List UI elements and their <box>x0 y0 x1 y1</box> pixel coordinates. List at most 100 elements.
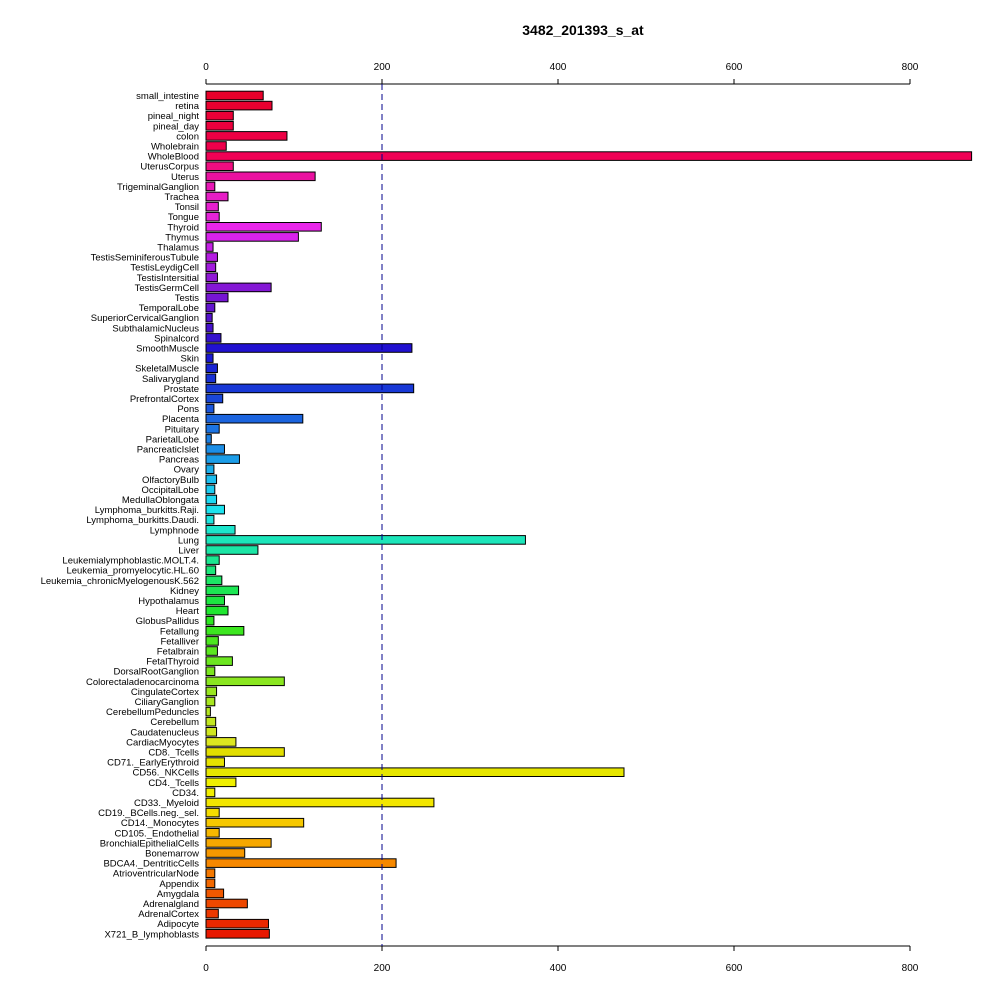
category-label: colon <box>176 131 199 142</box>
category-label: CD105._Endothelial <box>114 828 199 839</box>
bottom-axis: 0 200 400 600 800 <box>203 945 919 974</box>
category-label: X721_B_lymphoblasts <box>104 929 199 940</box>
category-label: Pancreas <box>159 455 199 466</box>
bar <box>205 434 212 444</box>
category-label: Thymus <box>165 232 199 243</box>
bar <box>205 777 237 788</box>
bar <box>205 302 216 313</box>
bar <box>205 100 273 111</box>
bar <box>205 787 216 798</box>
bars <box>205 90 973 939</box>
chart-title: 3482_201393_s_at <box>522 22 644 38</box>
bar <box>205 676 285 687</box>
category-label: Lymphoma_burkitts.Daudi. <box>86 515 199 526</box>
bar <box>205 545 259 555</box>
category-label: Ovary <box>174 465 200 476</box>
category-label: GlobusPallidus <box>136 616 200 627</box>
category-label: pineal_day <box>153 121 199 132</box>
category-label: CD56._NKCells <box>132 768 199 779</box>
bar <box>205 121 234 131</box>
category-label: TrigeminalGanglion <box>117 182 199 193</box>
bar <box>205 747 285 757</box>
category-label: CingulateCortex <box>131 687 199 698</box>
bar <box>205 636 219 646</box>
bar <box>205 343 413 353</box>
category-label: UterusCorpus <box>140 162 199 173</box>
category-label: Thalamus <box>157 243 199 254</box>
bar <box>205 141 227 151</box>
bar <box>205 333 222 343</box>
category-label: Fetalliver <box>160 636 199 647</box>
bar <box>205 848 246 858</box>
category-label: WholeBlood <box>148 152 199 163</box>
bar <box>205 514 215 525</box>
category-label: SubthalamicNucleus <box>112 323 199 334</box>
bar <box>205 757 225 767</box>
bar <box>205 403 215 414</box>
category-label: OccipitalLobe <box>141 485 199 496</box>
category-label: CD34. <box>172 788 199 799</box>
category-label: Thyroid <box>167 222 199 233</box>
category-label: CerebellumPeduncles <box>106 707 199 718</box>
category-label: Spinalcord <box>154 333 199 344</box>
bar <box>205 424 220 434</box>
bar <box>205 464 215 474</box>
category-label: Salivarygland <box>142 374 199 385</box>
category-label: Adipocyte <box>157 919 199 930</box>
bar <box>205 484 216 495</box>
category-label: CD4._Tcells <box>148 778 199 789</box>
category-labels: small_intestineretinapineal_nightpineal_… <box>41 91 200 940</box>
category-label: TestisGermCell <box>135 283 199 294</box>
bar <box>205 565 217 576</box>
bar <box>205 838 272 848</box>
bar <box>205 868 216 879</box>
bar <box>205 110 234 121</box>
bar <box>205 706 211 717</box>
bottom-tick-label: 800 <box>902 963 919 974</box>
category-label: SkeletalMuscle <box>135 364 199 375</box>
category-label: retina <box>175 101 199 112</box>
bar <box>205 504 225 515</box>
top-tick-label: 200 <box>374 62 391 73</box>
bar <box>205 898 248 909</box>
bottom-tick-label: 0 <box>203 963 209 974</box>
category-label: Tonsil <box>175 202 199 213</box>
category-label: TestisSeminiferousTubule <box>91 253 199 264</box>
bar <box>205 393 224 404</box>
category-label: FetalThyroid <box>146 657 199 668</box>
bar <box>205 131 288 141</box>
bar <box>205 696 216 707</box>
bar <box>205 272 218 283</box>
bar <box>205 201 219 212</box>
top-tick-label: 800 <box>902 62 919 73</box>
bar <box>205 727 218 737</box>
category-label: PancreaticIslet <box>137 445 200 456</box>
category-label: PrefrontalCortex <box>130 394 199 405</box>
bottom-tick-label: 400 <box>550 963 567 974</box>
category-label: Liver <box>178 546 199 557</box>
category-label: pineal_night <box>148 111 200 122</box>
category-label: CD8._Tcells <box>148 748 199 759</box>
category-label: Appendix <box>159 879 199 890</box>
top-tick-label: 400 <box>550 62 567 73</box>
bar <box>205 151 973 161</box>
category-label: Wholebrain <box>151 142 199 153</box>
bar <box>205 292 229 303</box>
bar <box>205 474 218 485</box>
bar <box>205 413 304 424</box>
category-label: SmoothMuscle <box>136 344 199 355</box>
category-label: Bonemarrow <box>145 849 199 860</box>
category-label: Tongue <box>168 212 199 223</box>
category-label: Heart <box>176 606 200 617</box>
bottom-tick-label: 200 <box>374 963 391 974</box>
bar <box>205 312 213 323</box>
bar <box>205 323 214 333</box>
bar <box>205 525 236 535</box>
category-label: Hypothalamus <box>138 596 199 607</box>
bar <box>205 222 322 232</box>
category-label: TestisLeydigCell <box>130 263 199 274</box>
bar <box>205 383 415 394</box>
category-label: TemporalLobe <box>139 303 199 314</box>
category-label: CD14._Monocytes <box>121 818 199 829</box>
bar <box>205 595 225 606</box>
